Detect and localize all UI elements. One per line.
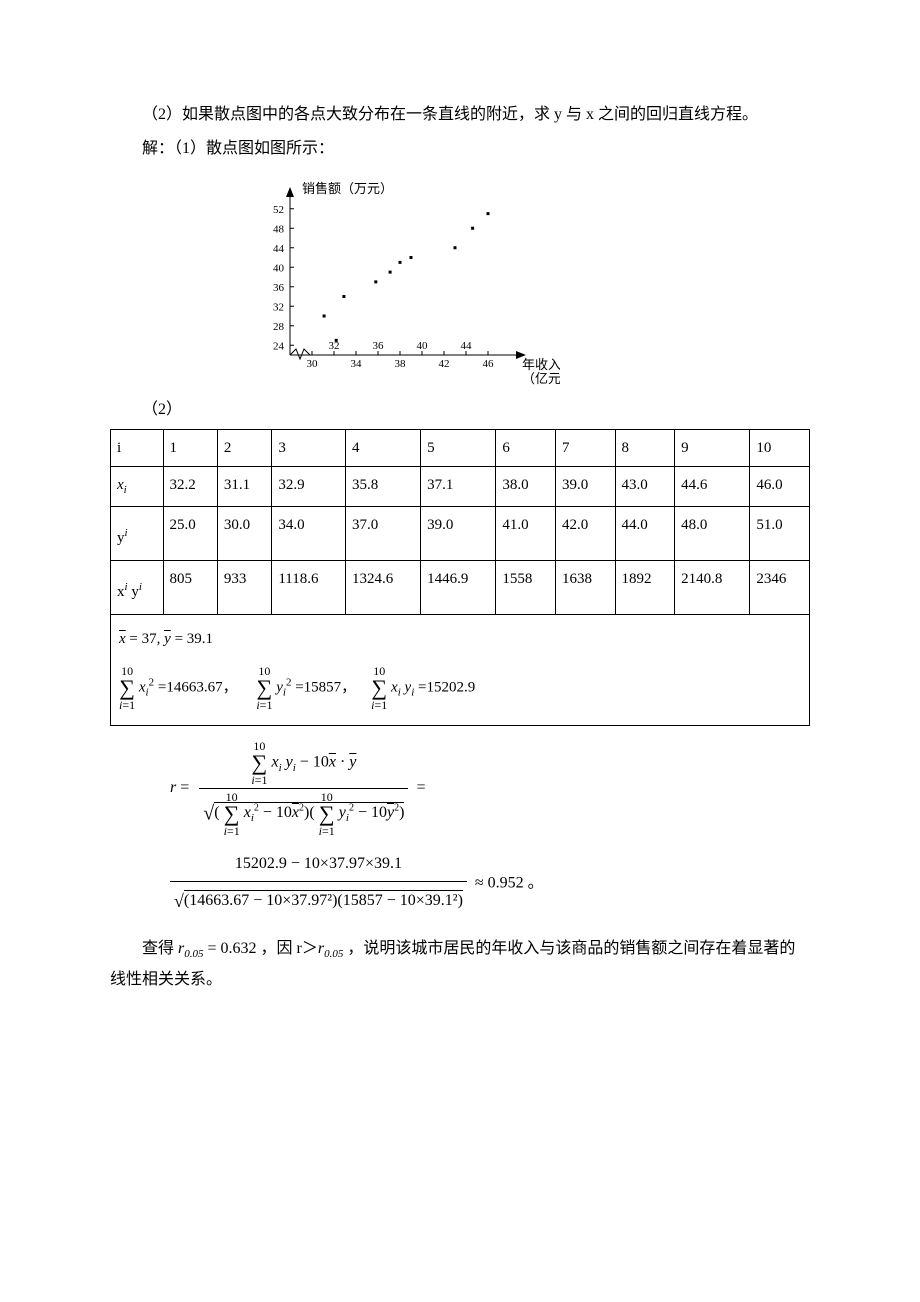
cell: 3: [272, 430, 346, 467]
cell: 5: [421, 430, 496, 467]
cell: 25.0: [163, 506, 217, 560]
svg-text:48: 48: [273, 223, 285, 235]
cell: 30.0: [217, 506, 271, 560]
cell: 35.8: [345, 467, 420, 507]
cell: 37.0: [345, 506, 420, 560]
cell: 933: [217, 560, 271, 614]
svg-text:40: 40: [417, 340, 429, 352]
cell: 31.1: [217, 467, 271, 507]
cell: 39.0: [555, 467, 615, 507]
cell: 44.0: [615, 506, 675, 560]
conclusion-b: = 0.632 ，因 r＞: [204, 940, 318, 957]
data-table: i 1 2 3 4 5 6 7 8 9 10 xi 32.2 31.1 32.9…: [110, 429, 810, 726]
r-numeric: 15202.9 − 10×37.97×39.1 √(14663.67 − 10×…: [170, 849, 810, 919]
sum-xiyi: =15202.9: [418, 679, 475, 695]
row-label-xi: xi: [111, 467, 164, 507]
cell: 42.0: [555, 506, 615, 560]
mean-y: = 39.1: [175, 631, 213, 647]
svg-text:32: 32: [329, 340, 340, 352]
mean-x: = 37,: [129, 631, 160, 647]
row-label-yi: yi: [111, 506, 164, 560]
r-sub-idx-2: 0.05: [324, 949, 343, 961]
svg-text:34: 34: [351, 358, 363, 370]
calc-denominator: (14663.67 − 10×37.97²)(15857 − 10×39.1²): [184, 890, 463, 909]
table-row: i 1 2 3 4 5 6 7 8 9 10: [111, 430, 810, 467]
cell: 2140.8: [675, 560, 750, 614]
sum-xi2: =14663.67，: [158, 679, 238, 695]
cell: 1892: [615, 560, 675, 614]
svg-text:销售额（万元）: 销售额（万元）: [302, 181, 393, 196]
cell: 41.0: [496, 506, 556, 560]
row-label-xiyi: xi yi: [111, 560, 164, 614]
svg-text:36: 36: [273, 282, 285, 294]
cell: 6: [496, 430, 556, 467]
cell: 34.0: [272, 506, 346, 560]
conclusion: 查得 r0.05 = 0.632 ，因 r＞r0.05 ，说明该城市居民的年收入…: [110, 934, 810, 995]
conclusion-a: 查得: [142, 940, 178, 957]
part-2-label: （2）: [110, 395, 810, 425]
svg-text:52: 52: [273, 204, 284, 216]
svg-text:28: 28: [273, 321, 285, 333]
r-equals: r =: [170, 778, 189, 799]
cell: 32.9: [272, 467, 346, 507]
cell: 1: [163, 430, 217, 467]
col-i-header: i: [111, 430, 164, 467]
table-row: yi 25.0 30.0 34.0 37.0 39.0 41.0 42.0 44…: [111, 506, 810, 560]
cell: 805: [163, 560, 217, 614]
svg-text:44: 44: [461, 340, 473, 352]
svg-text:42: 42: [439, 358, 450, 370]
svg-text:44: 44: [273, 243, 285, 255]
cell: 10: [750, 430, 810, 467]
cell: 1118.6: [272, 560, 346, 614]
svg-text:38: 38: [395, 358, 407, 370]
scatter-svg: 销售额（万元） 年收入（亿元） 24 28 32 36 40 44 48 52 32 36 40 44 30…: [230, 175, 560, 385]
table-row: xi 32.2 31.1 32.9 35.8 37.1 38.0 39.0 43…: [111, 467, 810, 507]
svg-text:46: 46: [483, 358, 495, 370]
cell: 38.0: [496, 467, 556, 507]
cell: 2: [217, 430, 271, 467]
approx-result: ≈ 0.952 。: [475, 874, 544, 891]
cell: 1558: [496, 560, 556, 614]
minus-10: − 10: [300, 753, 329, 770]
cell: 43.0: [615, 467, 675, 507]
cell: 1638: [555, 560, 615, 614]
sums-line: 10∑i=1 xi2 =14663.67， 10∑i=1 yi2 =15857，…: [119, 665, 801, 711]
cell: 44.6: [675, 467, 750, 507]
cell: 48.0: [675, 506, 750, 560]
cell: 9: [675, 430, 750, 467]
solution-intro: 解：（1）散点图如图所示：: [110, 134, 810, 164]
cell: 8: [615, 430, 675, 467]
problem-statement: （2）如果散点图中的各点大致分布在一条直线的附近，求 y 与 x 之间的回归直线…: [110, 100, 810, 130]
svg-text:36: 36: [373, 340, 385, 352]
means-line: x = 37, y = 39.1: [119, 627, 801, 651]
r-formula: r = 10∑i=1 xi yi − 10x · y √( 10∑i=1 xi2…: [170, 740, 810, 837]
cell: 32.2: [163, 467, 217, 507]
svg-text:（亿元）: （亿元）: [522, 371, 560, 385]
svg-text:32: 32: [273, 301, 284, 313]
svg-text:40: 40: [273, 262, 285, 274]
table-row: xi yi 805 933 1118.6 1324.6 1446.9 1558 …: [111, 560, 810, 614]
cell: 4: [345, 430, 420, 467]
cell: 46.0: [750, 467, 810, 507]
cell: 51.0: [750, 506, 810, 560]
cell: 1324.6: [345, 560, 420, 614]
cell: 7: [555, 430, 615, 467]
calc-numerator: 15202.9 − 10×37.97×39.1: [170, 849, 467, 882]
cell: 1446.9: [421, 560, 496, 614]
cell: 37.1: [421, 467, 496, 507]
scatter-chart: 销售额（万元） 年收入（亿元） 24 28 32 36 40 44 48 52 32 36 40 44 30…: [230, 175, 810, 385]
svg-text:24: 24: [273, 340, 285, 352]
svg-text:年收入: 年收入: [522, 357, 560, 372]
svg-text:30: 30: [307, 358, 319, 370]
cell: 2346: [750, 560, 810, 614]
table-summary-row: x = 37, y = 39.1 10∑i=1 xi2 =14663.67， 1…: [111, 614, 810, 725]
sum-yi2: =15857，: [295, 679, 356, 695]
cell: 39.0: [421, 506, 496, 560]
r-sub-idx: 0.05: [184, 949, 203, 961]
